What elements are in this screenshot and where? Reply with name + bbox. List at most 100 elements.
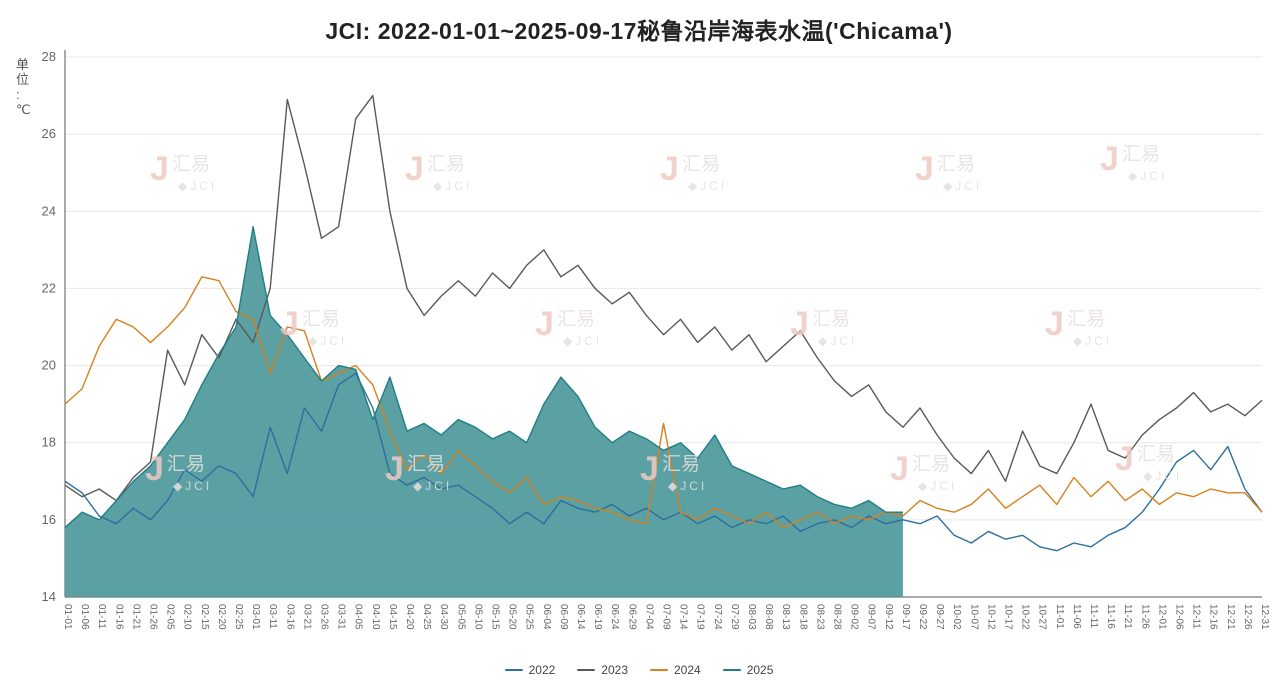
jci-watermark: J 汇易 ◆JCI [280, 305, 347, 348]
x-axis-label: 09-12 [883, 604, 894, 630]
x-axis-label: 05-25 [524, 604, 535, 630]
x-axis-label: 11-01 [1054, 604, 1065, 629]
x-axis-label: 01-01 [62, 604, 73, 630]
y-axis-label: 24 [42, 203, 56, 218]
jci-watermark: J 汇易 ◆JCI [145, 450, 209, 493]
jci-watermark: J 汇易 ◆JCI [1115, 440, 1182, 483]
x-axis-label: 03-01 [250, 604, 261, 630]
x-axis-label: 03-11 [267, 604, 278, 629]
x-axis-label: 09-17 [900, 604, 911, 630]
jci-watermark-mark: J [385, 450, 404, 488]
x-axis-label: 05-20 [507, 604, 518, 630]
y-axis-unit-label: 单位: ℃ [16, 57, 31, 117]
jci-watermark-en: ◆JCI [943, 179, 982, 193]
x-axis-label: 09-07 [866, 604, 877, 630]
legend-label-2023: 2023 [601, 663, 628, 677]
x-axis-label: 03-26 [319, 604, 330, 630]
jci-watermark-en: ◆JCI [918, 479, 957, 493]
jci-watermark: J 汇易 ◆JCI [660, 150, 727, 193]
jci-watermark-en: ◆JCI [668, 479, 707, 493]
x-axis-label: 07-19 [695, 604, 706, 630]
y-axis-label: 16 [42, 512, 56, 527]
jci-watermark: J 汇易 ◆JCI [890, 450, 957, 493]
x-axis-label: 07-04 [643, 604, 654, 630]
y-axis-label: 28 [42, 49, 56, 64]
x-axis-label: 10-07 [968, 604, 979, 630]
jci-watermark-cn: 汇易 [557, 308, 595, 330]
jci-watermark-cn: 汇易 [937, 153, 975, 175]
jci-watermark-en: ◆JCI [688, 179, 727, 193]
chart-canvas: 14 16 18 20 22 24 26 28 01-01 01-06 01-11 01-16 01-2… [16, 49, 1270, 630]
jci-watermark-en: ◆JCI [413, 479, 452, 493]
jci-watermark: J 汇易 ◆JCI [640, 450, 707, 493]
x-axis-label: 01-16 [113, 604, 124, 630]
x-axis-label: 06-24 [609, 604, 620, 630]
x-axis-label: 03-16 [284, 604, 295, 630]
x-axis-label: 09-02 [849, 604, 860, 630]
x-axis-label: 04-15 [387, 604, 398, 630]
jci-watermark: J 汇易 ◆JCI [405, 150, 472, 193]
legend-label-2022: 2022 [528, 663, 556, 677]
series-line-2022 [64, 372, 1263, 552]
x-axis-label: 01-11 [96, 604, 107, 629]
x-axis-label: 12-11 [1191, 604, 1202, 629]
x-axis-label: 08-23 [814, 604, 825, 630]
jci-watermark-cn: 汇易 [1067, 308, 1105, 330]
x-axis-label: 05-05 [455, 604, 466, 630]
x-axis-label: 06-14 [575, 604, 586, 630]
x-axis-label: 07-09 [661, 604, 672, 630]
x-axis-label: 02-05 [165, 604, 176, 630]
jci-watermark-cn: 汇易 [1137, 443, 1175, 465]
x-axis-label: 06-04 [541, 604, 552, 630]
x-axis-label: 07-14 [678, 604, 689, 630]
x-axis-label: 11-11 [1088, 604, 1099, 629]
x-axis-label: 04-30 [438, 604, 449, 630]
x-axis-label: 02-10 [182, 604, 193, 630]
jci-watermark-en: ◆JCI [178, 179, 217, 193]
legend-label-2024: 2024 [674, 663, 701, 677]
jci-watermark-mark: J [1045, 305, 1064, 343]
jci-watermark-cn: 汇易 [302, 308, 340, 330]
jci-watermark-en: ◆JCI [433, 179, 472, 193]
y-axis-label: 22 [42, 280, 56, 295]
jci-watermark-cn: 汇易 [172, 153, 210, 175]
legend-item-2022[interactable]: 2022 [504, 663, 556, 677]
x-axis-label: 12-06 [1174, 604, 1185, 630]
x-axis-label: 01-06 [79, 604, 90, 630]
jci-watermark-cn: 汇易 [912, 453, 950, 475]
jci-watermark-mark: J [640, 450, 659, 488]
jci-watermark: J 汇易 ◆JCI [535, 305, 602, 348]
x-axis-label: 10-22 [1020, 604, 1031, 630]
legend-item-2024[interactable]: 2024 [650, 663, 701, 677]
x-axis-label: 11-06 [1071, 604, 1082, 629]
x-axis-label: 12-21 [1225, 604, 1236, 630]
x-axis-label: 10-27 [1037, 604, 1048, 630]
jci-watermark-mark: J [405, 150, 424, 188]
x-axis-label: 11-26 [1139, 604, 1150, 629]
x-axis-label: 03-31 [336, 604, 347, 630]
legend-item-2023[interactable]: 2023 [577, 663, 628, 677]
jci-watermark-en: ◆JCI [1143, 469, 1182, 483]
x-axis-label: 04-25 [421, 604, 432, 630]
series-area-2025 [65, 226, 903, 597]
jci-watermark-en: ◆JCI [308, 334, 347, 348]
jci-watermark-cn: 汇易 [682, 153, 720, 175]
legend-swatch-2024 [650, 669, 668, 671]
x-axis-label: 11-21 [1122, 604, 1133, 629]
x-axis-label: 12-26 [1242, 604, 1253, 630]
legend-swatch-2023 [577, 669, 596, 671]
x-axis-label: 10-02 [951, 604, 962, 630]
legend-label-2025: 2025 [746, 663, 774, 677]
jci-watermark-mark: J [890, 450, 909, 488]
x-axis-label: 03-21 [301, 604, 312, 630]
x-axis-label: 02-20 [216, 604, 227, 630]
jci-watermark-mark: J [150, 150, 169, 188]
series-line-2025 [64, 226, 903, 529]
legend-item-2025[interactable]: 2025 [722, 663, 774, 677]
jci-watermark-en: ◆JCI [563, 334, 602, 348]
jci-watermark-mark: J [790, 305, 809, 343]
y-axis-label: 26 [42, 126, 56, 141]
legend: 2022 2023 2024 2025 [0, 663, 1278, 677]
jci-watermark: J 汇易 ◆JCI [790, 305, 857, 348]
jci-watermark-en: ◆JCI [818, 334, 857, 348]
